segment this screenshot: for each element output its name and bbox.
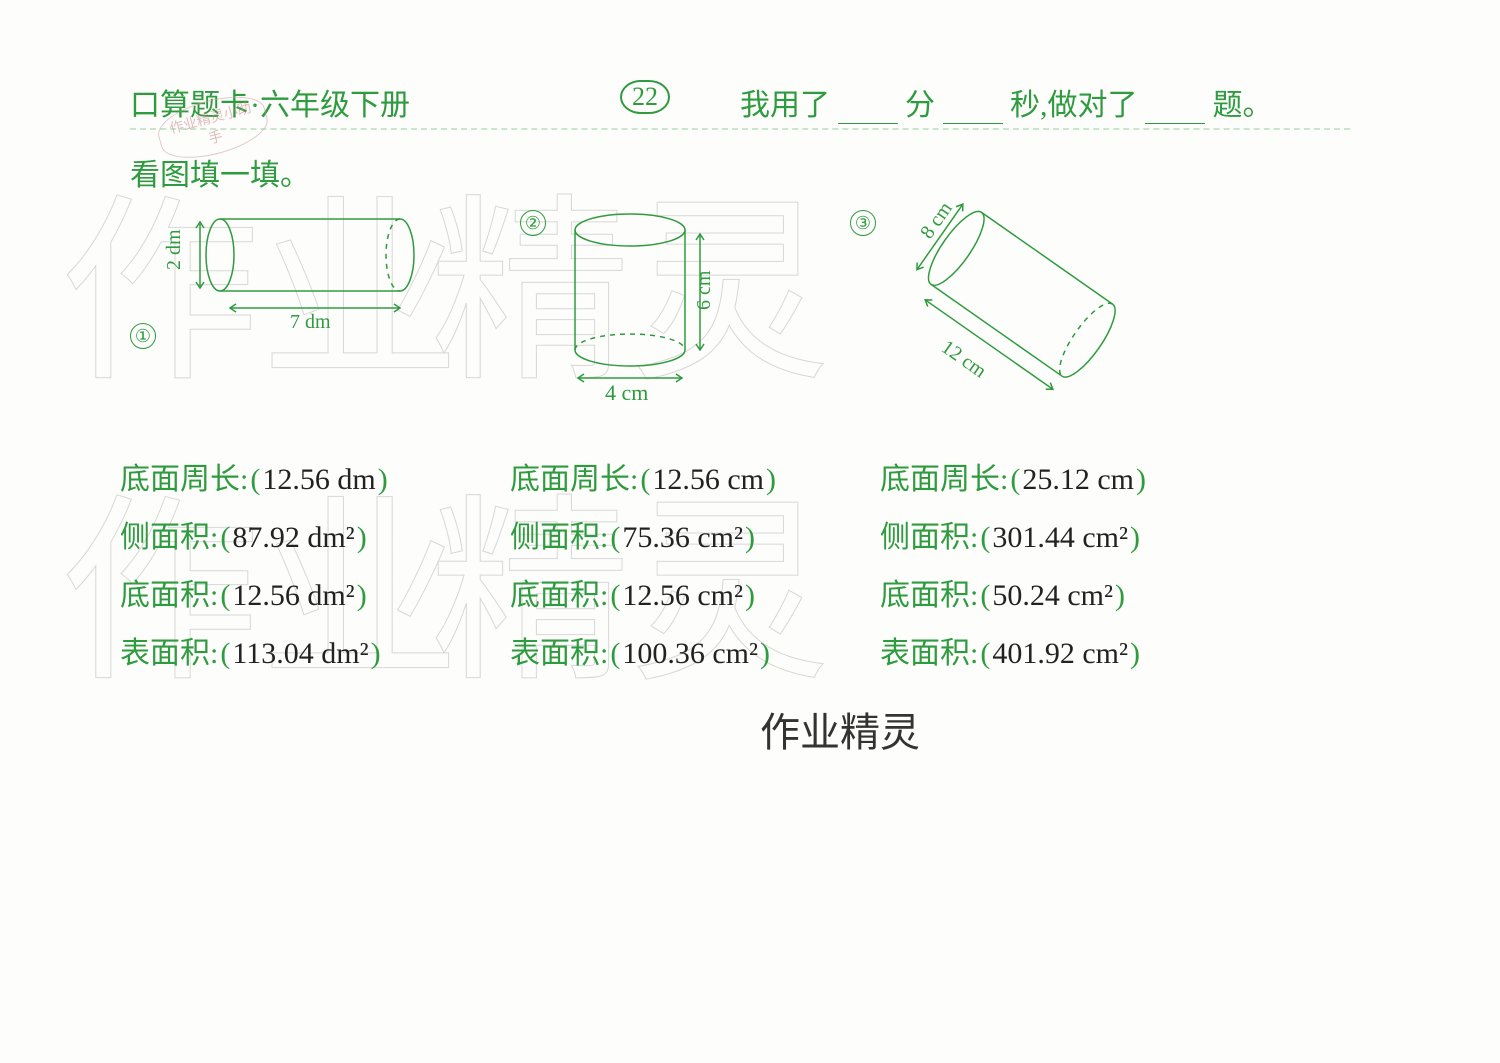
answers-column-1: 底面周长:(12.56 dm) 侧面积:(87.92 dm²) 底面积:(12.… xyxy=(120,440,520,686)
score-prefix: 我用了 xyxy=(740,89,830,122)
row-circumference: 底面周长:(12.56 dm) xyxy=(120,454,520,498)
answer-value: 12.56 dm xyxy=(262,463,375,496)
answers-column-2: 底面周长:(12.56 cm) 侧面积:(75.36 cm²) 底面积:(12.… xyxy=(510,440,910,686)
figure-number-3: ③ xyxy=(850,210,876,236)
row-circumference: 底面周长:(12.56 cm) xyxy=(510,454,910,498)
score-line: 我用了 分 秒,做对了 题。 xyxy=(740,80,1273,124)
row-base-area: 底面积:(50.24 cm²) xyxy=(880,570,1280,614)
answer-value: 301.44 cm² xyxy=(992,521,1128,554)
row-lateral: 侧面积:(301.44 cm²) xyxy=(880,512,1280,556)
answer-value: 12.56 dm² xyxy=(232,579,354,612)
handwritten-signature: 作业精灵 xyxy=(760,700,920,758)
figure-3: ③ 8 cm 12 cm xyxy=(880,200,1180,415)
page-number-badge: 22 xyxy=(620,80,670,114)
answer-value: 401.92 cm² xyxy=(992,637,1128,670)
score-min: 分 xyxy=(905,89,935,122)
cylinder-tilted-icon: 8 cm 12 cm xyxy=(880,200,1180,410)
cylinder-horizontal-icon: 2 dm 7 dm xyxy=(160,200,460,340)
header-divider xyxy=(130,128,1350,130)
row-surface: 表面积:(100.36 cm²) xyxy=(510,628,910,672)
answer-value: 87.92 dm² xyxy=(232,521,354,554)
row-base-area: 底面积:(12.56 dm²) xyxy=(120,570,520,614)
figure-number-2: ② xyxy=(520,210,546,236)
figure-number-1: ① xyxy=(130,323,156,349)
fig1-dim-b: 7 dm xyxy=(290,311,331,333)
row-surface: 表面积:(401.92 cm²) xyxy=(880,628,1280,672)
answer-value: 50.24 cm² xyxy=(992,579,1113,612)
row-lateral: 侧面积:(87.92 dm²) xyxy=(120,512,520,556)
row-base-area: 底面积:(12.56 cm²) xyxy=(510,570,910,614)
question-prompt: 看图填一填。 xyxy=(130,150,310,194)
answer-value: 25.12 cm xyxy=(1022,463,1134,496)
row-surface: 表面积:(113.04 dm²) xyxy=(120,628,520,672)
book-title: 口算题卡·六年级下册 xyxy=(130,80,410,124)
row-circumference: 底面周长:(25.12 cm) xyxy=(880,454,1280,498)
score-sec: 秒,做对了 xyxy=(1010,89,1138,122)
figure-1: ① 2 dm 7 dm xyxy=(130,200,460,349)
fig2-dim-b: 6 cm xyxy=(693,270,715,310)
answer-value: 75.36 cm² xyxy=(622,521,743,554)
answers-column-3: 底面周长:(25.12 cm) 侧面积:(301.44 cm²) 底面积:(50… xyxy=(880,440,1280,686)
figure-2: ② 6 cm 4 cm xyxy=(550,200,750,415)
cylinder-vertical-icon: 6 cm 4 cm xyxy=(550,200,750,410)
score-suffix: 题。 xyxy=(1213,89,1273,122)
page-header: 口算题卡·六年级下册 22 我用了 分 秒,做对了 题。 xyxy=(0,80,1500,130)
answer-value: 113.04 dm² xyxy=(232,637,368,670)
row-lateral: 侧面积:(75.36 cm²) xyxy=(510,512,910,556)
fig1-dim-a: 2 dm xyxy=(163,229,185,270)
fig3-dim-b: 12 cm xyxy=(937,336,990,383)
minutes-blank[interactable] xyxy=(838,101,898,124)
answer-value: 100.36 cm² xyxy=(622,637,758,670)
answer-value: 12.56 cm xyxy=(652,463,764,496)
worksheet-page: 作业 精灵 作业 精灵 口算题卡·六年级下册 22 我用了 分 秒,做对了 题。… xyxy=(0,0,1500,1063)
fig2-dim-a: 4 cm xyxy=(605,380,648,405)
correct-blank[interactable] xyxy=(1145,101,1205,124)
seconds-blank[interactable] xyxy=(943,101,1003,124)
answer-value: 12.56 cm² xyxy=(622,579,743,612)
